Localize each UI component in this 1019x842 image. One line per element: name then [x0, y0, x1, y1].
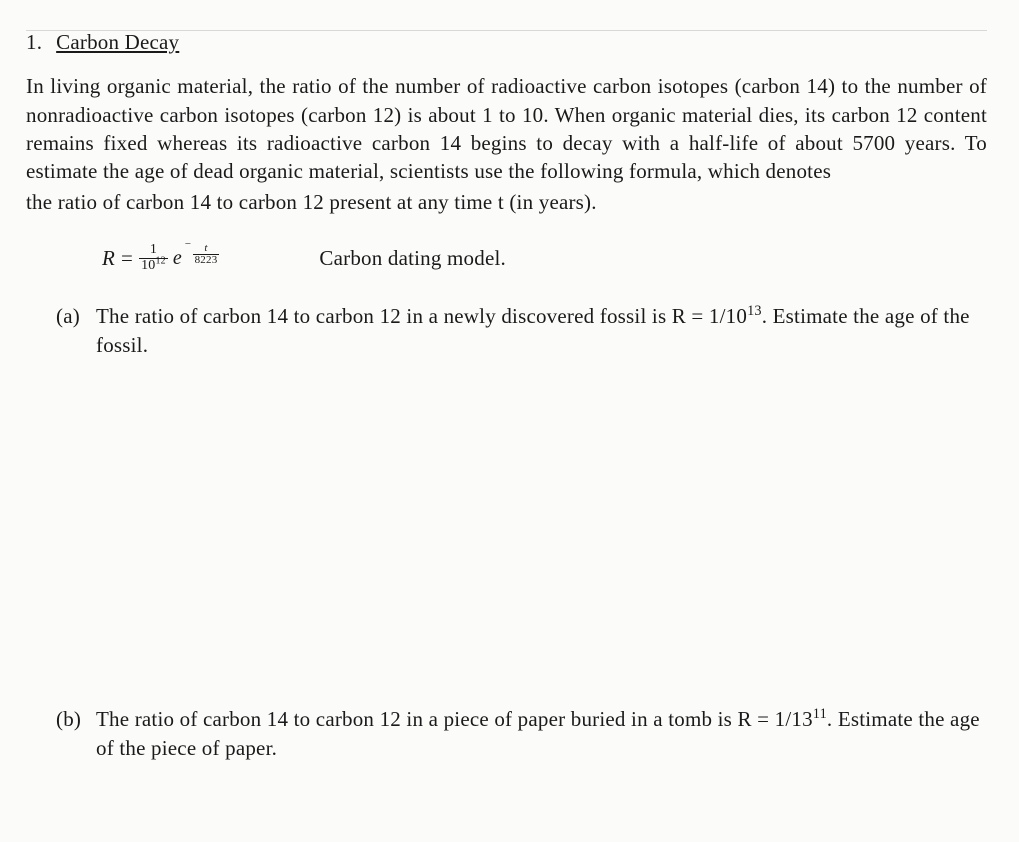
- part-a-row: (a) The ratio of carbon 14 to carbon 12 …: [26, 302, 987, 361]
- question-number: 1.: [26, 28, 42, 56]
- exponent-negative: −: [184, 238, 192, 250]
- formula-fraction: 1 1012: [139, 243, 168, 273]
- part-a-text: The ratio of carbon 14 to carbon 12 in a…: [96, 302, 987, 361]
- part-b-label: (b): [26, 705, 96, 733]
- exponent-numerator: t: [202, 243, 209, 254]
- part-b-text: The ratio of carbon 14 to carbon 12 in a…: [96, 705, 987, 764]
- part-a-label: (a): [26, 302, 96, 330]
- formula-exponent: − t 8223: [184, 230, 219, 266]
- formula-row: R = 1 1012 e − t 8223 Carbon dating mode…: [26, 240, 987, 276]
- formula-R: R: [102, 244, 115, 272]
- intro-paragraph-1: In living organic material, the ratio of…: [26, 72, 987, 185]
- question-heading: 1. Carbon Decay: [26, 28, 987, 56]
- carbon-dating-formula: R = 1 1012 e − t 8223: [102, 240, 219, 276]
- workspace-gap: [26, 369, 987, 705]
- fraction-denominator: 1012: [139, 258, 168, 274]
- exponent-fraction: t 8223: [193, 243, 220, 266]
- question-title: Carbon Decay: [56, 30, 179, 54]
- formula-equals: =: [121, 244, 133, 272]
- exponent-denominator: 8223: [193, 254, 220, 266]
- part-b-row: (b) The ratio of carbon 14 to carbon 12 …: [26, 705, 987, 764]
- page-container: 1. Carbon Decay In living organic materia…: [26, 28, 987, 764]
- formula-e: e: [173, 245, 182, 272]
- top-horizontal-rule: [26, 30, 987, 31]
- formula-label: Carbon dating model.: [319, 244, 506, 272]
- intro-paragraph-2: the ratio of carbon 14 to carbon 12 pres…: [26, 188, 987, 216]
